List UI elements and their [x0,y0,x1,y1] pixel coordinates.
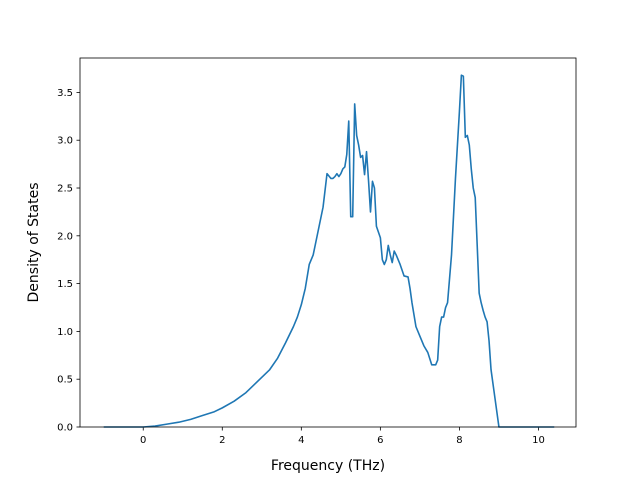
plot-area [80,58,576,427]
dos-series-line [103,74,555,428]
y-tick-label: 2.5 [57,184,73,195]
x-tick-label: 4 [298,435,304,446]
y-tick-label: 0.5 [57,375,73,386]
y-tick-label: 0.0 [57,423,73,434]
y-axis-label: Density of States [26,183,42,303]
y-tick-label: 2.0 [57,231,73,242]
x-tick-label: 10 [532,435,545,446]
x-tick-label: 6 [377,435,383,446]
y-tick-label: 1.0 [57,327,73,338]
x-axis-ticks: 0 2 4 6 8 10 [140,427,545,446]
x-tick-label: 8 [456,435,462,446]
x-tick-label: 2 [219,435,225,446]
plot-frame [79,57,577,428]
x-axis-label: Frequency (THz) [271,458,385,474]
y-tick-label: 1.5 [57,279,73,290]
x-tick-label: 0 [140,435,146,446]
y-tick-label: 3.0 [57,136,73,147]
y-tick-label: 3.5 [57,88,73,99]
y-axis-ticks: 0.0 0.5 1.0 1.5 2.0 2.5 3.0 3.5 [57,88,80,434]
